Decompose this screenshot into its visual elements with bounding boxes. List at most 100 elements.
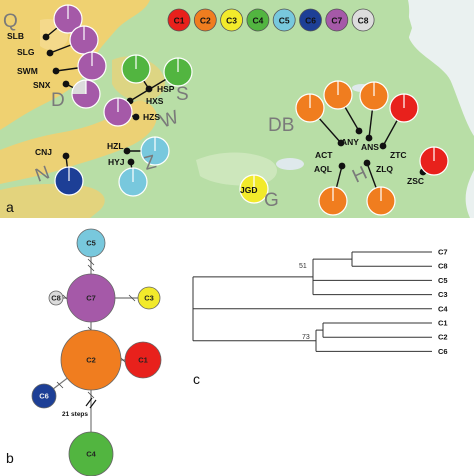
branch-break bbox=[85, 397, 93, 407]
site-label-ztc: ZTC bbox=[390, 150, 407, 160]
phylogenetic-tree: C7 C8 C5 C3 C4 C1 C2 C6 51 73 bbox=[192, 248, 448, 356]
site-label-cnj: CNJ bbox=[35, 147, 52, 157]
network-node-label: C1 bbox=[138, 356, 148, 365]
branch-break bbox=[89, 399, 97, 409]
tree-tip-c8: C8 bbox=[438, 262, 448, 271]
legend-swatch-c4 bbox=[246, 8, 270, 32]
site-dot bbox=[62, 80, 70, 88]
legend-swatch-c3 bbox=[220, 8, 244, 32]
network-node-c8 bbox=[48, 290, 64, 306]
highland-northwest bbox=[0, 0, 150, 130]
panel-letter-c: c bbox=[193, 371, 200, 387]
region-label-d: D bbox=[51, 90, 65, 111]
pie-cnj bbox=[54, 166, 84, 196]
support-value: 73 bbox=[302, 334, 310, 341]
pie-zsc bbox=[419, 146, 449, 176]
support-value: 51 bbox=[299, 263, 307, 270]
network-node-c5 bbox=[76, 228, 106, 258]
pie-act bbox=[295, 93, 325, 123]
legend-swatch-c1 bbox=[167, 8, 191, 32]
network-node-c7 bbox=[66, 273, 116, 323]
pie-aql bbox=[318, 186, 348, 216]
network-node-c2 bbox=[60, 329, 122, 391]
legend-label: C8 bbox=[358, 16, 369, 26]
pie-snx bbox=[71, 79, 101, 109]
tree-tip-c4: C4 bbox=[438, 304, 448, 313]
panel-letter-b: b bbox=[6, 450, 14, 466]
network-node-c3 bbox=[137, 286, 161, 310]
site-dot bbox=[46, 49, 54, 57]
legend-swatch-c7 bbox=[325, 8, 349, 32]
legend-swatch-c8 bbox=[351, 8, 375, 32]
network-node-label: C5 bbox=[86, 239, 96, 248]
site-label-slb: SLB bbox=[7, 31, 24, 41]
pie-slb bbox=[53, 4, 83, 34]
site-dot bbox=[62, 152, 70, 160]
site-label-snx: SNX bbox=[33, 80, 51, 90]
network-node-label: C4 bbox=[86, 450, 96, 459]
legend-label: C5 bbox=[279, 16, 290, 26]
tree-tip-c7: C7 bbox=[438, 248, 448, 257]
site-dot bbox=[363, 159, 371, 167]
network-node-c6 bbox=[31, 383, 57, 409]
site-label-jgd: JGD bbox=[240, 185, 257, 195]
site-dot bbox=[379, 142, 387, 150]
site-dot bbox=[355, 127, 363, 135]
haplotype-network: 21 steps C5 C7 C8 C3 C2 C1 C6 C4 bbox=[31, 228, 162, 476]
network-node-label: C8 bbox=[51, 294, 61, 303]
site-label-zsc: ZSC bbox=[407, 176, 424, 186]
highland-south bbox=[0, 183, 105, 218]
haplotype-legend: C1 C2 C3 C4 C5 C6 C7 C8 bbox=[167, 8, 375, 32]
site-label-act: ACT bbox=[315, 150, 333, 160]
network-node-c1 bbox=[124, 341, 162, 379]
site-label-any: ANY bbox=[341, 137, 359, 147]
land-area bbox=[0, 0, 474, 218]
tree-tip-c2: C2 bbox=[438, 333, 448, 342]
site-dot bbox=[127, 158, 135, 166]
network-node-label: C3 bbox=[144, 294, 154, 303]
tree-tip-c5: C5 bbox=[438, 276, 448, 285]
site-dot bbox=[42, 33, 50, 41]
legend-label: C7 bbox=[331, 16, 342, 26]
site-labels: SLB SLG SWM SNX HSP HXS HZS HZL HYJ CNJ JGD ACT AQL A… bbox=[7, 31, 424, 195]
network-node-label: C2 bbox=[86, 356, 96, 365]
site-label-hyj: HYJ bbox=[108, 157, 125, 167]
mutation-tick bbox=[87, 391, 95, 399]
site-dot bbox=[132, 113, 140, 121]
legend-swatch-c2 bbox=[193, 8, 217, 32]
panel-letter-a: a bbox=[6, 199, 14, 215]
site-label-swm: SWM bbox=[17, 66, 38, 76]
legend-label: C1 bbox=[174, 16, 185, 26]
legend-label: C4 bbox=[252, 16, 263, 26]
site-dot bbox=[52, 67, 60, 75]
region-label-g: G bbox=[264, 190, 279, 211]
pie-hsp bbox=[121, 54, 151, 84]
tree-tip-c1: C1 bbox=[438, 319, 448, 328]
region-label-n: N bbox=[33, 162, 53, 186]
site-label-aql: AQL bbox=[314, 164, 332, 174]
pie-jgd bbox=[239, 174, 269, 204]
site-dot bbox=[365, 134, 373, 142]
site-dot bbox=[123, 147, 131, 155]
pie-hzs bbox=[103, 97, 133, 127]
site-pies bbox=[53, 4, 449, 216]
tree-tip-c3: C3 bbox=[438, 290, 448, 299]
legend-label: C6 bbox=[305, 16, 316, 26]
legend-label: C3 bbox=[226, 16, 237, 26]
pie-any bbox=[323, 80, 353, 110]
site-label-ans: ANS bbox=[361, 142, 379, 152]
site-label-hxs: HXS bbox=[146, 96, 164, 106]
pie-zlq bbox=[366, 186, 396, 216]
site-label-hsp: HSP bbox=[157, 84, 175, 94]
site-connectors bbox=[42, 18, 435, 202]
site-dot bbox=[338, 162, 346, 170]
site-label-hzs: HZS bbox=[143, 112, 160, 122]
region-label-s: S bbox=[176, 84, 189, 105]
pie-slice bbox=[72, 80, 86, 94]
legend-swatch-c5 bbox=[272, 8, 296, 32]
pie-swm bbox=[77, 51, 107, 81]
pie-hxs bbox=[163, 57, 193, 87]
mutation-tick bbox=[87, 264, 95, 272]
coast-detail bbox=[398, 0, 412, 40]
